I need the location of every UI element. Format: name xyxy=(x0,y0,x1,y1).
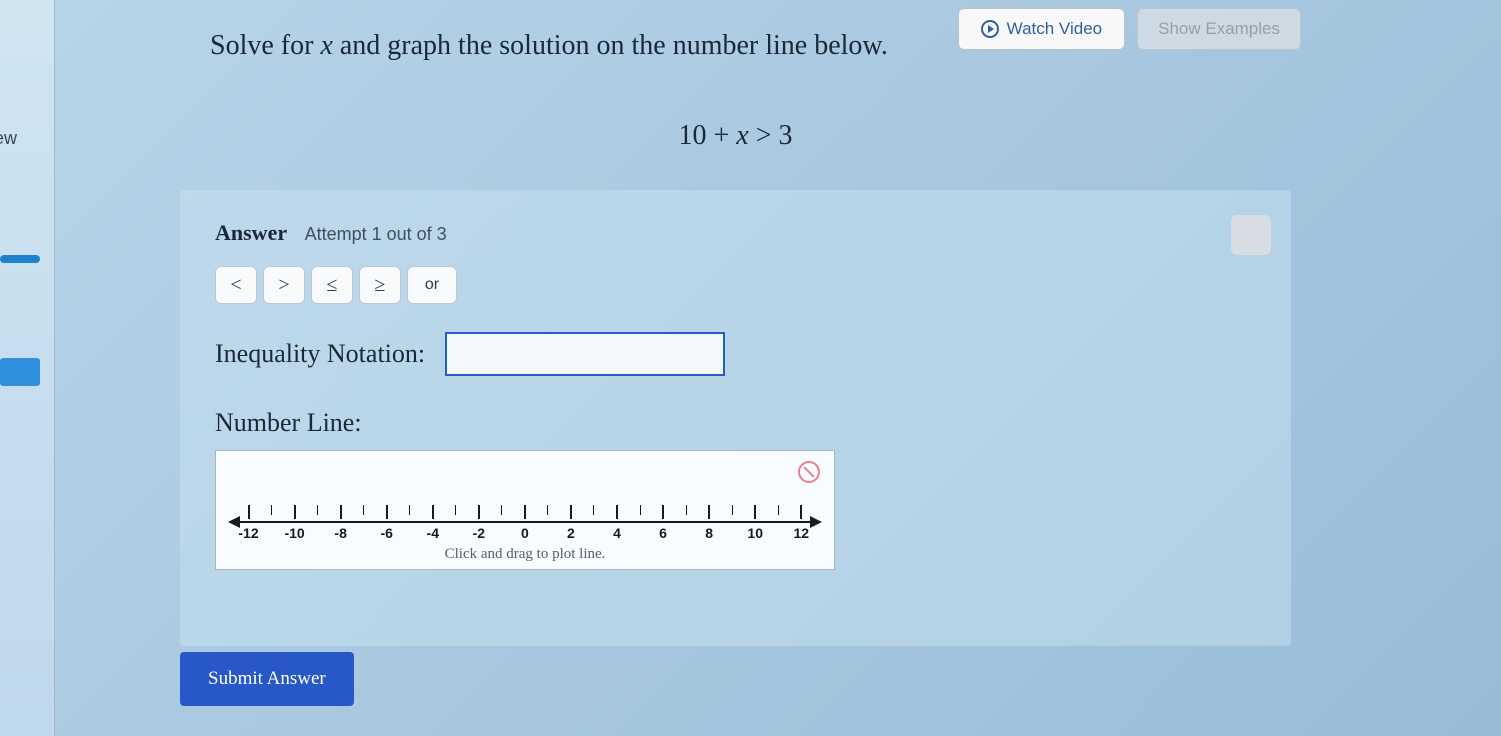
sidebar-item[interactable] xyxy=(0,358,40,386)
tick xyxy=(547,505,548,541)
tick xyxy=(640,505,641,541)
operator-buttons: < > ≤ ≥ or xyxy=(215,266,1256,304)
watch-video-button[interactable]: Watch Video xyxy=(958,8,1125,50)
tick-label: 0 xyxy=(521,525,529,541)
tick xyxy=(317,505,318,541)
submit-label: Submit Answer xyxy=(208,668,326,689)
tick: 8 xyxy=(709,505,710,541)
tick-label: -8 xyxy=(334,525,346,541)
problem-statement: Solve for x and graph the solution on th… xyxy=(210,30,888,62)
problem-prefix: Solve for xyxy=(210,30,320,61)
tick xyxy=(686,505,687,541)
sidebar: iew xyxy=(0,0,55,736)
tick-label: 6 xyxy=(659,525,667,541)
show-examples-label: Show Examples xyxy=(1158,19,1280,38)
equation-op: > xyxy=(749,120,779,151)
tick-label: -6 xyxy=(380,525,392,541)
tick: -10 xyxy=(294,505,295,541)
clear-icon[interactable] xyxy=(798,461,820,483)
equation-lhs: 10 + xyxy=(678,120,736,151)
tick: 12 xyxy=(801,505,802,541)
tick xyxy=(455,505,456,541)
tick xyxy=(271,505,272,541)
tick: -12 xyxy=(248,505,249,541)
greater-than-equal-button[interactable]: ≥ xyxy=(359,266,401,304)
tick-label: -4 xyxy=(427,525,439,541)
tick: -2 xyxy=(478,505,479,541)
answer-panel: Answer Attempt 1 out of 3 < > ≤ ≥ or Ine… xyxy=(180,190,1291,646)
equation-var: x xyxy=(736,120,748,151)
less-than-button[interactable]: < xyxy=(215,266,257,304)
answer-header: Answer Attempt 1 out of 3 xyxy=(215,220,1256,246)
submit-answer-button[interactable]: Submit Answer xyxy=(180,652,354,706)
tick-label: 12 xyxy=(793,525,809,541)
tick: -6 xyxy=(386,505,387,541)
inequality-input[interactable] xyxy=(445,332,725,376)
tick xyxy=(778,505,779,541)
show-examples-button[interactable]: Show Examples xyxy=(1137,8,1301,50)
inequality-row: Inequality Notation: xyxy=(215,332,1256,376)
tick xyxy=(501,505,502,541)
tick-label: -10 xyxy=(284,525,304,541)
tick-label: -2 xyxy=(473,525,485,541)
problem-suffix: and graph the solution on the number lin… xyxy=(333,30,888,61)
tick xyxy=(732,505,733,541)
numberline-canvas[interactable]: -12 -10 -8 -6 -4 -2 0 2 4 6 8 10 12 Click and drag t… xyxy=(215,450,835,570)
tick-label: 10 xyxy=(747,525,763,541)
tick xyxy=(409,505,410,541)
tick-label: -12 xyxy=(238,525,258,541)
equation-rhs: 3 xyxy=(779,120,793,151)
tick-label: 8 xyxy=(705,525,713,541)
sidebar-progress-bar xyxy=(0,255,40,263)
tick: 4 xyxy=(617,505,618,541)
numberline-hint: Click and drag to plot line. xyxy=(445,546,606,563)
tick: 6 xyxy=(663,505,664,541)
tick: -8 xyxy=(340,505,341,541)
top-button-row: Watch Video Show Examples xyxy=(958,8,1301,50)
inequality-label: Inequality Notation: xyxy=(215,339,425,369)
tick: 0 xyxy=(524,505,525,541)
equation: 10 + x > 3 xyxy=(678,120,792,152)
play-icon xyxy=(981,20,999,38)
greater-than-button[interactable]: > xyxy=(263,266,305,304)
watch-video-label: Watch Video xyxy=(1007,19,1102,39)
tick xyxy=(593,505,594,541)
tick xyxy=(363,505,364,541)
problem-variable: x xyxy=(320,30,332,61)
main-content: Watch Video Show Examples Solve for x an… xyxy=(150,0,1321,736)
or-button[interactable]: or xyxy=(407,266,457,304)
tick: 10 xyxy=(755,505,756,541)
arrow-right-icon xyxy=(810,516,822,528)
tick: -4 xyxy=(432,505,433,541)
numberline-ticks: -12 -10 -8 -6 -4 -2 0 2 4 6 8 10 12 xyxy=(248,505,802,541)
answer-label: Answer xyxy=(215,220,287,245)
less-than-equal-button[interactable]: ≤ xyxy=(311,266,353,304)
sidebar-label: iew xyxy=(0,128,17,149)
tick-label: 4 xyxy=(613,525,621,541)
numberline-label: Number Line: xyxy=(215,408,1256,438)
attempt-counter: Attempt 1 out of 3 xyxy=(305,224,447,244)
tick-label: 2 xyxy=(567,525,575,541)
tick: 2 xyxy=(570,505,571,541)
